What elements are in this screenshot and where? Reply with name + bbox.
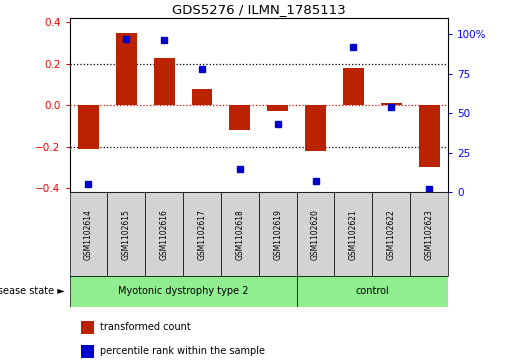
- FancyBboxPatch shape: [297, 276, 448, 307]
- Text: GSM1102616: GSM1102616: [160, 209, 168, 260]
- Text: GSM1102615: GSM1102615: [122, 209, 131, 260]
- FancyBboxPatch shape: [70, 192, 107, 276]
- Bar: [230, 105, 250, 130]
- Text: percentile rank within the sample: percentile rank within the sample: [100, 346, 265, 356]
- FancyBboxPatch shape: [259, 192, 297, 276]
- Text: control: control: [355, 286, 389, 296]
- Bar: [343, 68, 364, 105]
- Text: GSM1102621: GSM1102621: [349, 209, 358, 260]
- FancyBboxPatch shape: [183, 192, 221, 276]
- Bar: [81, 344, 94, 358]
- Bar: [267, 105, 288, 111]
- Bar: [305, 105, 326, 151]
- Text: GSM1102623: GSM1102623: [425, 209, 434, 260]
- FancyBboxPatch shape: [145, 192, 183, 276]
- Text: GSM1102614: GSM1102614: [84, 209, 93, 260]
- Text: Myotonic dystrophy type 2: Myotonic dystrophy type 2: [118, 286, 248, 296]
- FancyBboxPatch shape: [221, 192, 259, 276]
- Bar: [81, 321, 94, 334]
- Bar: [116, 33, 136, 105]
- Text: GSM1102619: GSM1102619: [273, 209, 282, 260]
- Text: transformed count: transformed count: [100, 322, 191, 333]
- Title: GDS5276 / ILMN_1785113: GDS5276 / ILMN_1785113: [172, 3, 346, 16]
- Text: GSM1102620: GSM1102620: [311, 209, 320, 260]
- Text: GSM1102618: GSM1102618: [235, 209, 244, 260]
- FancyBboxPatch shape: [297, 192, 335, 276]
- FancyBboxPatch shape: [70, 276, 297, 307]
- Text: GSM1102622: GSM1102622: [387, 209, 396, 260]
- Bar: [78, 105, 99, 149]
- Text: disease state ►: disease state ►: [0, 286, 64, 296]
- Bar: [381, 103, 402, 105]
- Bar: [192, 89, 212, 105]
- Bar: [154, 58, 175, 105]
- Bar: [419, 105, 439, 167]
- Text: GSM1102617: GSM1102617: [198, 209, 207, 260]
- FancyBboxPatch shape: [410, 192, 448, 276]
- FancyBboxPatch shape: [335, 192, 372, 276]
- FancyBboxPatch shape: [107, 192, 145, 276]
- FancyBboxPatch shape: [372, 192, 410, 276]
